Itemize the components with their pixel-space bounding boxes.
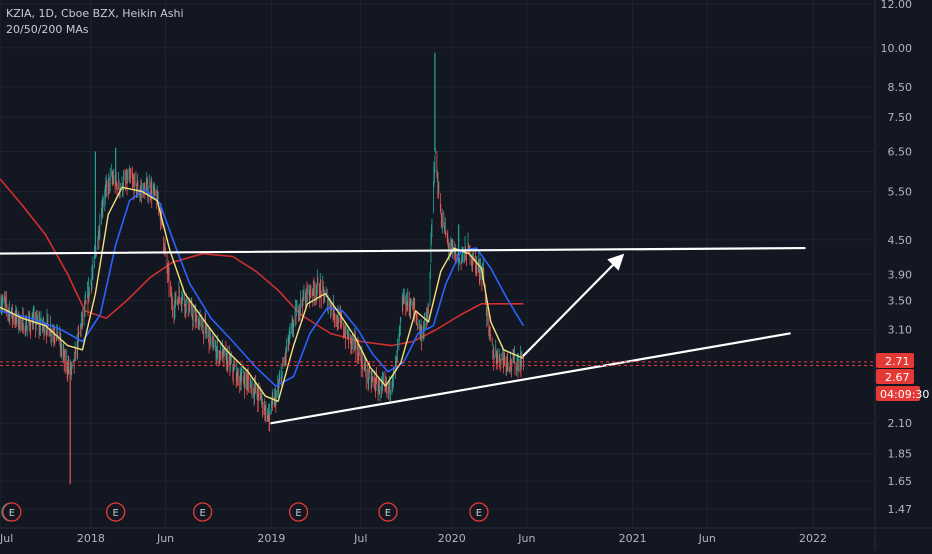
ma200-line xyxy=(0,178,524,347)
time-axis[interactable]: Jul 2018 Jun 2019 Jul 2020 Jun 2021 Jun 2022 xyxy=(0,532,827,545)
y-tick-label: 5.50 xyxy=(888,186,913,199)
y-tick-label: 10.00 xyxy=(881,42,913,55)
event-marker-label: E xyxy=(385,508,391,519)
price-label-text: 04:09:30 xyxy=(880,388,929,401)
symbol-title: KZIA, 1D, Cboe BZX, Heikin Ashi xyxy=(6,7,184,20)
price-label-box xyxy=(876,369,914,384)
y-tick-label: 6.50 xyxy=(888,145,913,158)
x-tick-label: 2020 xyxy=(438,532,466,545)
x-tick-label: Jun xyxy=(698,532,716,545)
price-label-text: 2.71 xyxy=(885,355,910,368)
event-marker-label: E xyxy=(199,508,205,519)
event-markers[interactable]: SEEEEEE xyxy=(1,502,489,522)
y-tick-label: 2.10 xyxy=(888,417,913,430)
event-marker-label: E xyxy=(9,508,15,519)
ma50-line xyxy=(0,188,525,387)
y-tick-label: 1.65 xyxy=(888,475,913,488)
y-tick-label: 1.85 xyxy=(888,448,913,461)
x-tick-label: Jul xyxy=(353,532,367,545)
y-tick-label: 3.50 xyxy=(888,294,913,307)
ma20-path xyxy=(0,186,524,402)
x-tick-label: 2018 xyxy=(77,532,105,545)
earnings-marker xyxy=(288,502,309,522)
candlesticks xyxy=(0,52,524,485)
price-label-box xyxy=(876,353,914,368)
y-tick-label: 4.50 xyxy=(888,234,913,247)
event-marker-label: E xyxy=(112,508,118,519)
resistance-line xyxy=(0,246,806,255)
arrow-head xyxy=(607,253,625,271)
y-tick-label: 8.50 xyxy=(888,81,913,94)
x-tick-label: Jul xyxy=(0,532,13,545)
trend-drawings[interactable] xyxy=(0,246,806,425)
event-marker-label: E xyxy=(476,508,482,519)
earnings-marker xyxy=(2,502,22,522)
x-tick-label: 2021 xyxy=(619,532,647,545)
event-marker-label: E xyxy=(295,508,301,519)
y-tick-label: 7.50 xyxy=(888,111,913,124)
ma50-path xyxy=(0,188,525,387)
arrow-shaft xyxy=(522,259,619,357)
y-tick-label: 12.00 xyxy=(881,0,913,11)
ma200-path xyxy=(0,178,524,347)
price-label-box xyxy=(876,386,920,401)
indicator-legend: 20/50/200 MAs xyxy=(6,23,89,36)
earnings-marker xyxy=(378,502,398,522)
earnings-marker xyxy=(192,502,213,522)
price-lines xyxy=(0,361,875,366)
price-axis[interactable]: 12.00 10.00 8.50 7.50 6.50 5.50 4.50 3.90 3.50 3.… xyxy=(876,0,929,516)
ma20-line xyxy=(0,186,524,402)
y-tick-label: 3.90 xyxy=(888,268,913,281)
x-tick-label: Jun xyxy=(156,532,174,545)
x-tick-label: Jun xyxy=(517,532,535,545)
support-line xyxy=(270,332,791,425)
x-tick-label: 2022 xyxy=(799,532,827,545)
y-tick-label: 3.10 xyxy=(888,324,913,337)
x-tick-label: 2019 xyxy=(257,532,285,545)
earnings-marker xyxy=(105,502,126,522)
y-tick-label: 1.47 xyxy=(888,503,913,516)
price-label-text: 2.67 xyxy=(885,371,910,384)
earnings-marker xyxy=(469,502,489,522)
